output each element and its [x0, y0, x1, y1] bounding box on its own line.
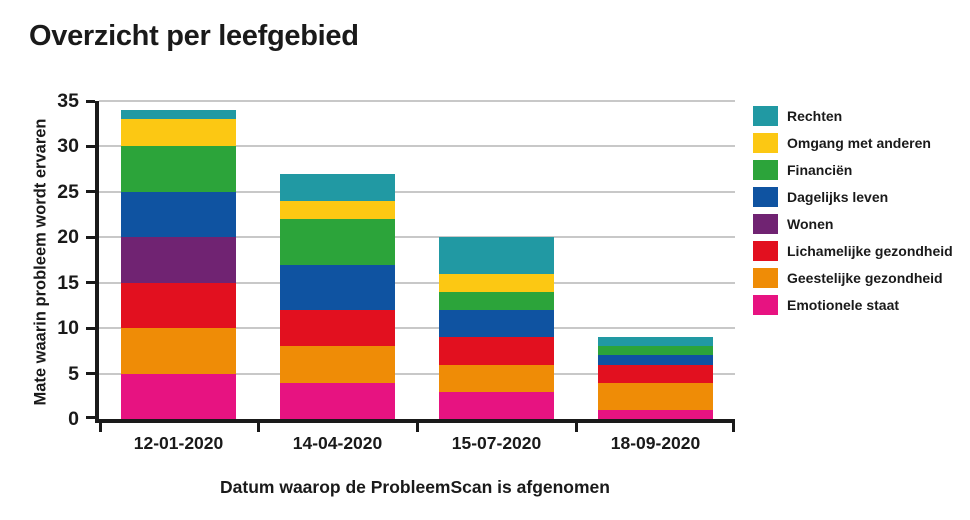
gridline-20	[99, 236, 735, 239]
bar-segment	[121, 191, 236, 238]
gridline-5	[99, 372, 735, 375]
legend-label: Dagelijks leven	[787, 189, 889, 205]
bar-segment	[121, 282, 236, 329]
legend-item: Geestelijke gezondheid	[753, 268, 953, 288]
bar-segment	[439, 364, 554, 392]
legend-swatch	[753, 295, 778, 315]
legend-swatch	[753, 133, 778, 153]
y-tick-label: 5	[68, 362, 79, 385]
gridline-10	[99, 327, 735, 330]
bar-segment	[121, 373, 236, 419]
gridline-35	[99, 100, 735, 102]
x-tick-label: 12-01-2020	[133, 433, 224, 453]
legend-item: Emotionele staat	[753, 295, 953, 315]
x-axis-label: Datum waarop de ProbleemScan is afgenome…	[220, 477, 610, 497]
y-axis-tick	[86, 144, 95, 148]
y-axis-tick	[86, 281, 95, 285]
bar-segment	[280, 200, 395, 220]
legend-label: Emotionele staat	[787, 297, 900, 313]
bar-segment	[280, 264, 395, 310]
bar-segment	[598, 346, 713, 356]
bar-segment	[439, 273, 554, 292]
legend-item: Wonen	[753, 214, 953, 234]
bar-segment	[439, 309, 554, 338]
bar-segment	[598, 409, 713, 419]
bar-segment	[439, 291, 554, 310]
gridline-15	[99, 281, 735, 284]
bar-segment	[439, 337, 554, 365]
legend-item: Dagelijks leven	[753, 187, 953, 207]
x-axis-tick	[256, 423, 260, 432]
legend: Rechten Omgang met anderen Financiën Dageli…	[753, 106, 953, 322]
y-axis-tick	[86, 326, 95, 330]
legend-item: Omgang met anderen	[753, 133, 953, 153]
gridline-30	[99, 145, 735, 148]
x-axis-tick	[574, 423, 578, 432]
bar-segment	[598, 382, 713, 410]
y-axis-tick	[86, 372, 95, 376]
chart-title: Overzicht per leefgebied	[29, 20, 359, 52]
bar-segment	[280, 219, 395, 265]
legend-label: Lichamelijke gezondheid	[787, 243, 953, 259]
bar-segment	[121, 110, 236, 120]
x-tick-label: 18-09-2020	[610, 433, 701, 453]
bar-segment	[121, 119, 236, 147]
legend-swatch	[753, 106, 778, 126]
y-tick-label: 25	[57, 180, 79, 203]
legend-label: Omgang met anderen	[787, 135, 931, 151]
bar-segment	[439, 391, 554, 419]
legend-swatch	[753, 214, 778, 234]
x-tick-label: 15-07-2020	[451, 433, 542, 453]
bar-segment	[598, 364, 713, 383]
bar-segment	[280, 382, 395, 419]
y-axis-tick	[86, 190, 95, 194]
y-tick-label: 20	[57, 226, 79, 249]
legend-label: Rechten	[787, 108, 843, 124]
legend-label: Financiën	[787, 162, 853, 178]
bar-segment	[598, 337, 713, 347]
bar-segment	[121, 328, 236, 374]
legend-label: Geestelijke gezondheid	[787, 270, 943, 286]
gridline-25	[99, 190, 735, 193]
y-tick-label: 0	[68, 408, 79, 430]
legend-item: Financiën	[753, 160, 953, 180]
x-axis-tick	[415, 423, 419, 432]
bar-segment	[280, 310, 395, 347]
y-tick-label: 30	[57, 135, 79, 158]
bar-segment	[121, 146, 236, 192]
legend-item: Lichamelijke gezondheid	[753, 241, 953, 261]
bar-segment	[280, 173, 395, 201]
legend-swatch	[753, 268, 778, 288]
bar-segment	[121, 237, 236, 283]
x-tick-label: 14-04-2020	[292, 433, 383, 453]
y-tick-label: 35	[57, 90, 79, 112]
x-axis-tick	[99, 423, 102, 432]
plot-area: 0 5 10 15 20 25 30 35 12-01-2020 14-04-2020 15-07-…	[57, 90, 735, 453]
y-tick-label: 15	[57, 271, 79, 294]
y-tick-label: 10	[57, 317, 79, 340]
legend-item: Rechten	[753, 106, 953, 126]
legend-swatch	[753, 241, 778, 261]
legend-swatch	[753, 187, 778, 207]
y-axis-tick	[86, 416, 95, 419]
x-axis-tick	[732, 423, 735, 432]
legend-swatch	[753, 160, 778, 180]
y-axis-tick	[86, 99, 95, 103]
bar-segment	[598, 355, 713, 365]
legend-label: Wonen	[787, 216, 834, 232]
bar-segment	[439, 237, 554, 274]
bar-segment	[280, 346, 395, 383]
y-axis-tick	[86, 235, 95, 239]
